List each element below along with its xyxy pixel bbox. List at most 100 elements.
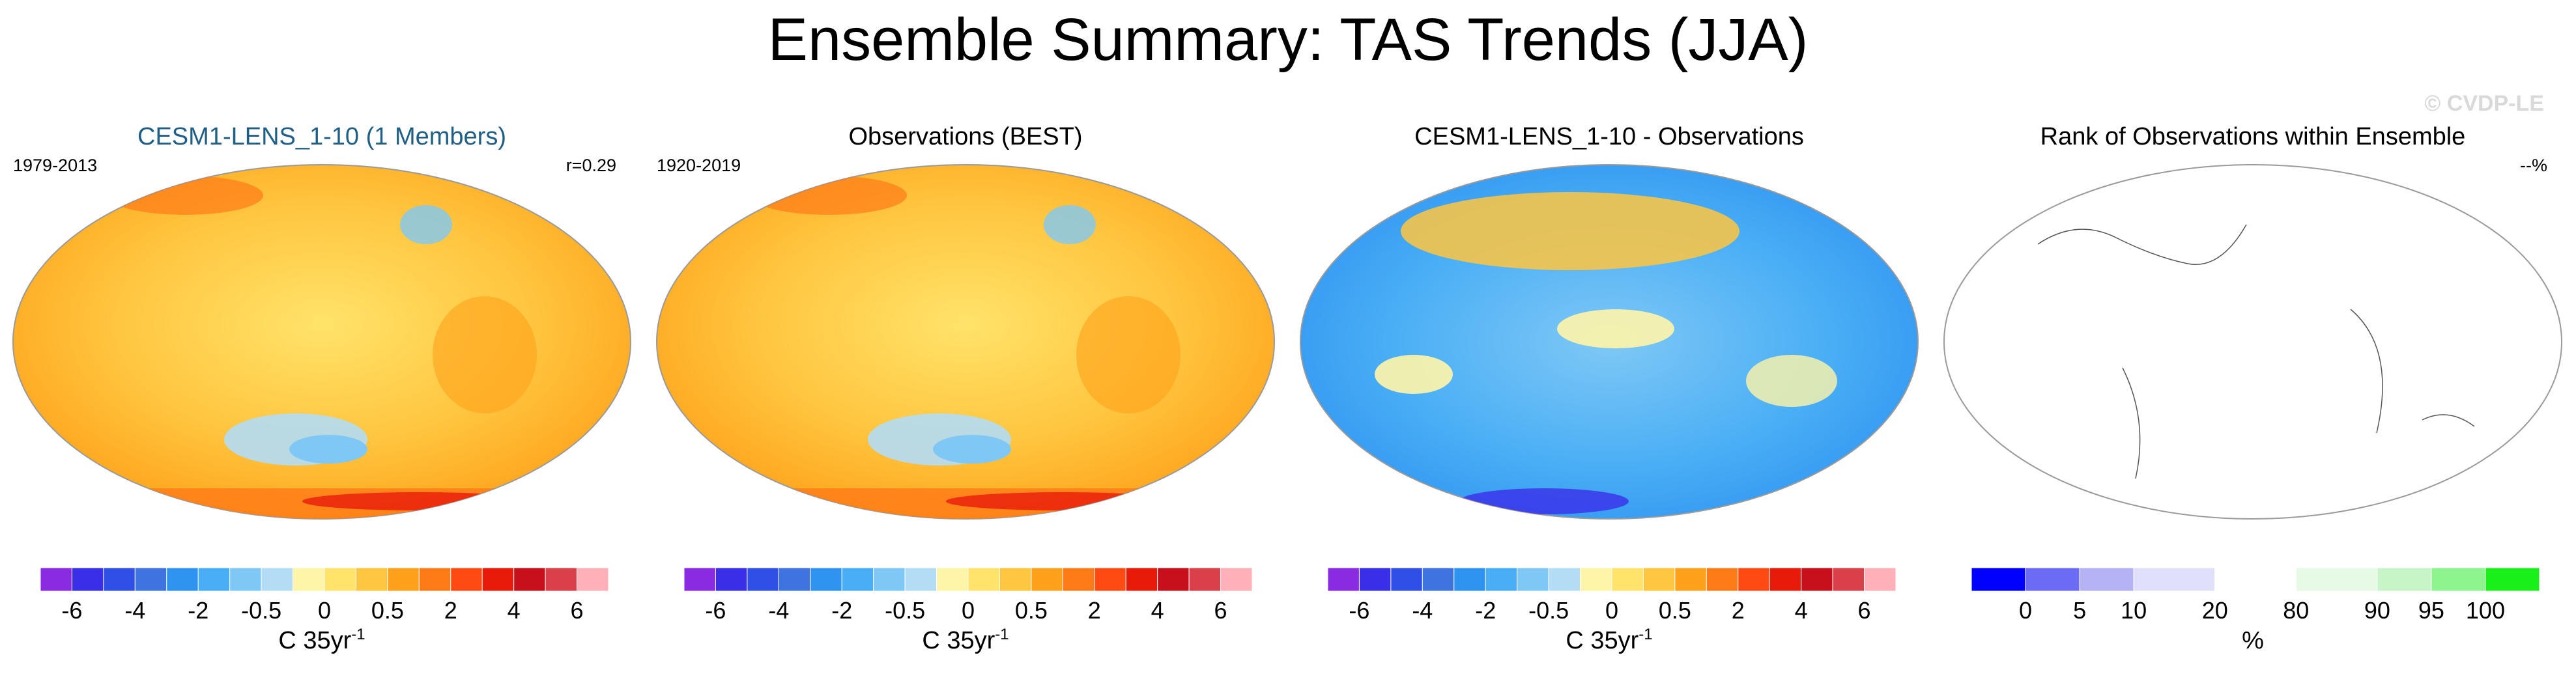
colorbar-swatch xyxy=(1706,567,1739,592)
panel-title: Observations (BEST) xyxy=(849,123,1083,150)
colorbar-tick-label: -6 xyxy=(705,597,726,624)
map-globe xyxy=(1943,164,2562,520)
figure-title: Ensemble Summary: TAS Trends (JJA) xyxy=(768,7,1809,73)
colorbar-swatch xyxy=(261,567,294,592)
colorbar-tick-label: 6 xyxy=(1858,597,1871,624)
colorbar-tick-label: -2 xyxy=(1475,597,1496,624)
map-field xyxy=(2037,224,2475,479)
colorbar-swatch xyxy=(1453,567,1486,592)
colorbar-swatch xyxy=(1188,567,1222,592)
map-globe xyxy=(656,164,1275,520)
colorbar-tick-label: 6 xyxy=(1214,597,1227,624)
colorbar-tick-label: 90 xyxy=(2364,597,2390,624)
colorbar-swatch xyxy=(418,567,451,592)
colorbar-tick-label: 0 xyxy=(2019,597,2032,624)
colorbar-swatch xyxy=(747,567,779,592)
colorbar-swatch xyxy=(1327,567,1360,592)
colorbar-swatch xyxy=(387,567,420,592)
colorbar-swatch xyxy=(2025,567,2080,592)
colorbar-tick-label: -4 xyxy=(124,597,145,624)
colorbar-swatch xyxy=(355,567,388,592)
colorbar-swatch xyxy=(103,567,136,592)
colorbar-swatch xyxy=(2431,567,2486,592)
colorbar-tick-label: 4 xyxy=(508,597,521,624)
colorbar-swatch xyxy=(71,567,104,592)
colorbar-swatch xyxy=(2079,567,2134,592)
colorbar-swatch xyxy=(545,567,578,592)
colorbar-swatch xyxy=(324,567,356,592)
colorbar-swatch xyxy=(1422,567,1455,592)
colorbar-tick-label: 5 xyxy=(2073,597,2086,624)
colorbar-swatch xyxy=(513,567,546,592)
colorbar-units: C 35yr-1 xyxy=(278,626,365,654)
colorbar-swatch xyxy=(841,567,874,592)
colorbar-swatch xyxy=(810,567,842,592)
colorbar-tick-label: 2 xyxy=(1732,597,1745,624)
colorbar-tick-label: -0.5 xyxy=(885,597,925,624)
colorbar-units-main: C 35yr xyxy=(1566,627,1639,654)
colorbar-swatch xyxy=(683,567,716,592)
colorbar-swatch xyxy=(229,567,262,592)
panel-title: CESM1-LENS_1-10 (1 Members) xyxy=(137,123,506,150)
colorbar-swatch xyxy=(450,567,483,592)
colorbar-swatch xyxy=(293,567,325,592)
period-label: 1920-2019 xyxy=(657,156,741,175)
colorbar-swatch xyxy=(1971,567,2026,592)
colorbar-swatch xyxy=(1738,567,1770,592)
colorbar-units-exponent: -1 xyxy=(995,626,1009,643)
colorbar-swatch xyxy=(999,567,1032,592)
colorbar-units-exponent: -1 xyxy=(351,626,365,643)
colorbar-swatch xyxy=(577,567,609,592)
colorbar-swatch xyxy=(197,567,231,592)
colorbar-swatch xyxy=(1220,567,1253,592)
colorbar-tick-label: -2 xyxy=(831,597,852,624)
colorbar-swatch xyxy=(1062,567,1095,592)
colorbar-units-exponent: -1 xyxy=(1639,626,1652,643)
panel-title: CESM1-LENS_1-10 - Observations xyxy=(1414,123,1804,150)
colorbar-swatch xyxy=(1094,567,1126,592)
colorbar-tick-label: 4 xyxy=(1151,597,1164,624)
colorbar-swatch xyxy=(1517,567,1549,592)
colorbar-tick-label: 10 xyxy=(2121,597,2147,624)
colorbar-swatch xyxy=(936,567,969,592)
colorbar-tick-label: -0.5 xyxy=(1528,597,1569,624)
map-panel-obs: Observations (BEST) 1920-2019 -6 -4 -2 -0.5 0 0… xyxy=(656,123,1275,654)
colorbar-tick-label: 0.5 xyxy=(371,597,404,624)
colorbar-tick-label: 80 xyxy=(2283,597,2309,624)
colorbar-tick-label: 95 xyxy=(2418,597,2444,624)
colorbar-tick-label: -4 xyxy=(1412,597,1433,624)
colorbar: -6 -4 -2 -0.5 0 0.5 2 4 6 C 35yr-1 xyxy=(683,567,1253,654)
colorbar: -6 -4 -2 -0.5 0 0.5 2 4 6 C 35yr-1 xyxy=(40,567,609,654)
colorbar-tick-label: 20 xyxy=(2202,597,2228,624)
colorbar-tick-label: 2 xyxy=(1088,597,1101,624)
colorbar-swatch xyxy=(1358,567,1392,592)
colorbar-tick-label: -4 xyxy=(768,597,789,624)
colorbar-swatch xyxy=(1674,567,1707,592)
period-label: 1979-2013 xyxy=(13,156,97,175)
colorbar: 0 5 10 20 80 90 95 100% xyxy=(1971,567,2540,654)
colorbar: -6 -4 -2 -0.5 0 0.5 2 4 6 C 35yr-1 xyxy=(1327,567,1896,654)
watermark-text: © CVDP-LE xyxy=(2424,91,2544,116)
colorbar-tick-label: -6 xyxy=(1349,597,1369,624)
colorbar-units-main: C 35yr xyxy=(922,627,995,654)
colorbar-swatch xyxy=(1390,567,1423,592)
colorbar-swatch xyxy=(873,567,906,592)
map-panel-diff: CESM1-LENS_1-10 - Observations -6 -4 -2 -0.5… xyxy=(1300,123,1919,654)
colorbar-swatch xyxy=(166,567,199,592)
panel-title: Rank of Observations within Ensemble xyxy=(2040,123,2466,150)
colorbar-tick-label: 100 xyxy=(2466,597,2505,624)
map-globe xyxy=(12,164,631,520)
colorbar-units: C 35yr-1 xyxy=(1566,626,1652,654)
colorbar-swatch xyxy=(1580,567,1612,592)
colorbar-swatch xyxy=(134,567,167,592)
colorbar-swatch xyxy=(1485,567,1518,592)
colorbar-swatch xyxy=(2295,567,2378,592)
colorbar-swatch xyxy=(1031,567,1063,592)
map-panel-model: CESM1-LENS_1-10 (1 Members) 1979-2013 r=0.… xyxy=(12,123,631,654)
colorbar-swatch xyxy=(1769,567,1802,592)
colorbar-swatch xyxy=(1864,567,1896,592)
colorbar-swatch xyxy=(481,567,515,592)
colorbar-swatch xyxy=(1548,567,1581,592)
colorbar-tick-label: 2 xyxy=(444,597,457,624)
